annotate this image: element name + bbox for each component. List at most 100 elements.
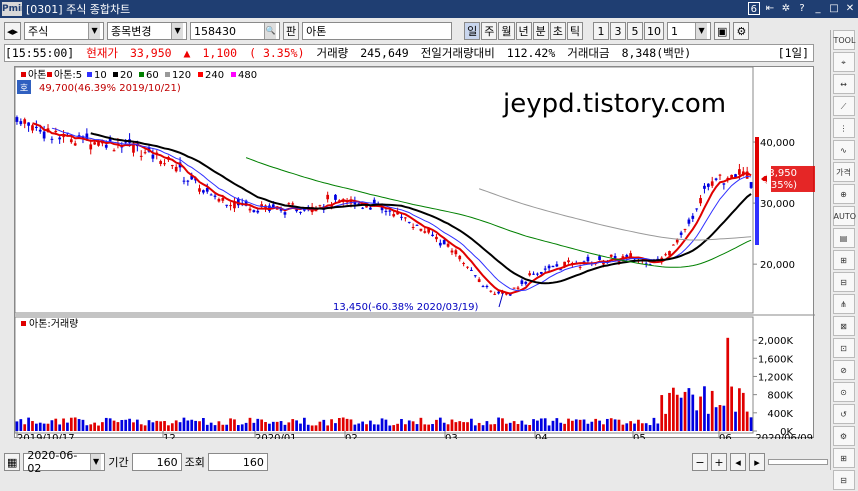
stock-name: 아톤: [306, 25, 327, 38]
sidebar-tool-1[interactable]: ⌖: [832, 52, 855, 72]
code-input[interactable]: 158430 🔍: [190, 22, 281, 40]
sidebar-tool-17[interactable]: ↺: [832, 404, 855, 424]
sidebar-tool-20[interactable]: ⊟: [832, 470, 855, 490]
view-input[interactable]: 160: [207, 453, 268, 471]
price-change: 1,100: [202, 46, 238, 60]
sidebar-tool-10[interactable]: ⊞: [832, 250, 855, 270]
volume-bar: [656, 423, 660, 431]
zoom-out-icon[interactable]: −: [692, 453, 708, 471]
interval-button-1[interactable]: 3: [610, 22, 627, 40]
candle-body: [749, 182, 753, 188]
save-icon[interactable]: ▣: [714, 22, 731, 40]
help-icon[interactable]: ?: [799, 3, 805, 14]
mode-label[interactable]: [1일]: [777, 46, 809, 60]
period-button-5[interactable]: 초: [549, 22, 566, 40]
volume-bar: [85, 425, 89, 431]
date-label-2: 2020/01: [255, 433, 297, 439]
candle-body: [520, 280, 524, 284]
chart-panel[interactable]: 아톤 아톤:5 10 20 60 120 240 480 호 49,700(46.39% 2019…: [14, 66, 815, 444]
candle-body: [555, 264, 559, 267]
sidebar-tool-9[interactable]: ▤: [832, 228, 855, 248]
volume-bar: [571, 420, 574, 431]
minimize-icon[interactable]: _: [815, 3, 821, 14]
stock-name-field: 아톤: [302, 22, 453, 40]
sidebar-tool-19[interactable]: ⊞: [832, 448, 855, 468]
period-button-4[interactable]: 분: [532, 22, 549, 40]
volume-bar: [539, 418, 543, 431]
sidebar-tool-13[interactable]: ⊠: [832, 316, 855, 336]
scroll-left-icon[interactable]: ◂: [730, 453, 746, 471]
volume-bar: [306, 424, 310, 431]
interval-button-2[interactable]: 5: [627, 22, 644, 40]
sidebar-tool-6[interactable]: 가격: [832, 162, 855, 182]
volume-bar: [66, 422, 69, 431]
period-input[interactable]: 160: [131, 453, 182, 471]
scrollbar[interactable]: [768, 459, 828, 465]
change-select[interactable]: 종목변경 ▼: [107, 22, 188, 40]
stock-chart[interactable]: 아톤 아톤:5 10 20 60 120 240 480 호 49,700(46.39% 2019…: [14, 66, 815, 444]
volume-bar: [637, 419, 640, 431]
volume-bar: [446, 424, 450, 431]
volume-bar: [547, 425, 551, 431]
sidebar-tool-18[interactable]: ⚙: [832, 426, 855, 446]
sidebar-tool-2[interactable]: ↔: [832, 74, 855, 94]
gear-icon[interactable]: ⚙: [733, 22, 750, 40]
volume-bar: [124, 419, 128, 431]
window-title: [0301] 주식 종합차트: [26, 3, 131, 16]
volume-bar: [322, 419, 326, 431]
volume-bar: [524, 424, 528, 431]
nav-prev-next-button[interactable]: ◂▸: [4, 22, 22, 40]
candle-body: [699, 198, 702, 204]
interval-input[interactable]: 1 ▼: [667, 22, 712, 40]
period-button-0[interactable]: 일: [464, 22, 481, 40]
candle-body: [578, 266, 582, 268]
sidebar-tool-14[interactable]: ⊡: [832, 338, 855, 358]
candle-body: [104, 144, 108, 148]
interval-button-0[interactable]: 1: [593, 22, 610, 40]
calendar-icon[interactable]: ▦: [4, 453, 21, 471]
candle-body: [532, 273, 535, 275]
interval-button-3[interactable]: 10: [644, 22, 665, 40]
sidebar-tool-7[interactable]: ⊕: [832, 184, 855, 204]
sidebar-tool-15[interactable]: ⊘: [832, 360, 855, 380]
period-button-1[interactable]: 주: [481, 22, 498, 40]
zoom-in-icon[interactable]: +: [711, 453, 727, 471]
period-button-3[interactable]: 년: [515, 22, 532, 40]
window-number[interactable]: 6: [747, 2, 760, 15]
sidebar-tool-11[interactable]: ⊟: [832, 272, 855, 292]
candle-body: [609, 254, 613, 257]
volume-bar: [155, 420, 159, 431]
volume-bar: [291, 419, 295, 431]
sidebar-tool-12[interactable]: ⋔: [832, 294, 855, 314]
sidebar-tool-16[interactable]: ⊙: [832, 382, 855, 402]
candle-body: [419, 228, 423, 231]
maximize-icon[interactable]: □: [829, 3, 839, 14]
volume-bar: [633, 423, 636, 431]
volume-bar: [314, 425, 318, 431]
settings-icon[interactable]: ✲: [781, 3, 791, 14]
search-icon[interactable]: 🔍: [264, 23, 277, 39]
volume-bar: [536, 420, 539, 431]
candle-body: [93, 142, 96, 145]
quote-time: [15:55:00]: [5, 46, 75, 60]
candle-body: [691, 215, 695, 219]
date-input[interactable]: 2020-06-02 ▼: [23, 449, 106, 475]
candle-body: [182, 180, 186, 182]
period-button-2[interactable]: 월: [498, 22, 515, 40]
candle-body: [108, 137, 112, 142]
scroll-right-icon[interactable]: ▸: [749, 453, 765, 471]
period-button-6[interactable]: 틱: [566, 22, 584, 40]
sidebar-tool-0[interactable]: TOOL: [832, 30, 855, 50]
sidebar-tool-4[interactable]: ⋮: [832, 118, 855, 138]
sidebar-tool-3[interactable]: ⟋: [832, 96, 855, 116]
volume-bar: [613, 419, 617, 431]
pin-icon[interactable]: ⇤: [765, 3, 775, 14]
volume-bar: [58, 424, 62, 431]
sidebar-tool-5[interactable]: ∿: [832, 140, 855, 160]
legend-swatch: [165, 72, 170, 77]
candle-body: [58, 137, 62, 140]
pan-button[interactable]: 판: [283, 22, 300, 40]
sidebar-tool-8[interactable]: AUTO: [832, 206, 856, 226]
market-select[interactable]: 주식 ▼: [24, 22, 105, 40]
close-icon[interactable]: ✕: [845, 3, 855, 14]
